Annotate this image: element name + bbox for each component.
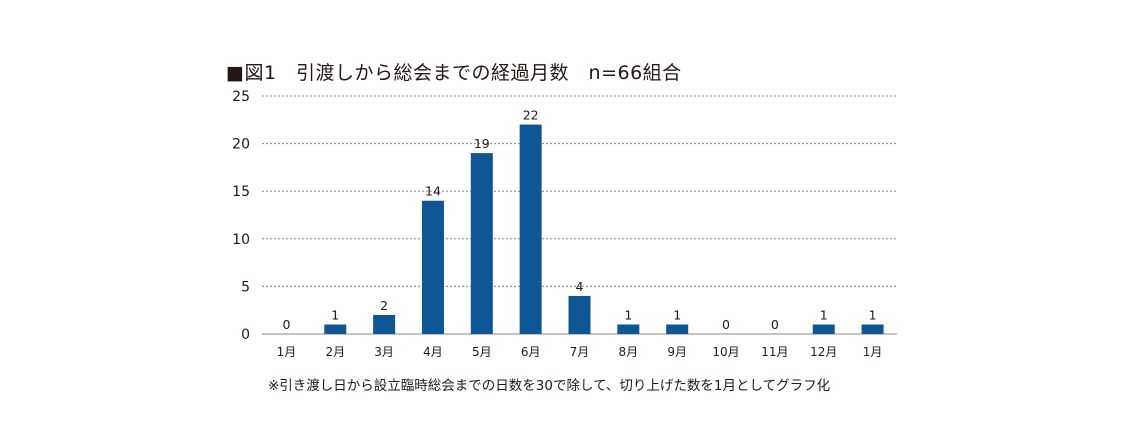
bar (812, 324, 835, 334)
x-tick-label: 9月 (667, 345, 687, 359)
x-tick-label: 7月 (570, 345, 590, 359)
y-tick-label: 0 (241, 327, 250, 343)
x-tick-label: 12月 (810, 345, 837, 359)
bar (519, 124, 542, 334)
data-label: 1 (820, 307, 828, 322)
data-label: 0 (282, 317, 290, 332)
y-tick-label: 25 (232, 89, 250, 105)
data-label: 4 (576, 279, 584, 294)
data-label: 1 (869, 307, 877, 322)
chart-title: ■図1 引渡しから総会までの経過月数 n=66組合 (226, 62, 682, 84)
data-label: 1 (673, 307, 681, 322)
bar (421, 200, 444, 334)
y-tick-label: 5 (241, 279, 250, 295)
bar (568, 295, 591, 334)
bar (324, 324, 347, 334)
data-label: 0 (771, 317, 779, 332)
y-tick-label: 20 (232, 137, 250, 153)
data-label: 0 (722, 317, 730, 332)
x-tick-label: 4月 (423, 345, 443, 359)
x-tick-label: 10月 (712, 345, 739, 359)
x-tick-label: 1月 (277, 345, 297, 359)
bar (373, 314, 396, 334)
x-tick-label: 3月 (374, 345, 394, 359)
x-tick-label: 11月 (761, 345, 788, 359)
bar (666, 324, 689, 334)
y-tick-label: 10 (232, 232, 250, 248)
chart-note: ※引き渡し日から設立臨時総会までの日数を30で除して、切り上げた数を1月としてグ… (268, 378, 831, 394)
bar (617, 324, 640, 334)
data-label: 19 (474, 136, 490, 151)
data-label: 1 (624, 307, 632, 322)
x-tick-label: 8月 (619, 345, 639, 359)
x-tick-label: 1月 (863, 345, 883, 359)
data-label: 1 (331, 307, 339, 322)
x-tick-label: 6月 (521, 345, 541, 359)
bar (861, 324, 884, 334)
data-label: 2 (380, 298, 388, 313)
data-label: 14 (425, 184, 441, 199)
x-tick-label: 5月 (472, 345, 492, 359)
data-label: 22 (523, 108, 539, 123)
y-tick-label: 15 (232, 184, 250, 200)
bar (470, 153, 493, 334)
x-tick-label: 2月 (325, 345, 345, 359)
